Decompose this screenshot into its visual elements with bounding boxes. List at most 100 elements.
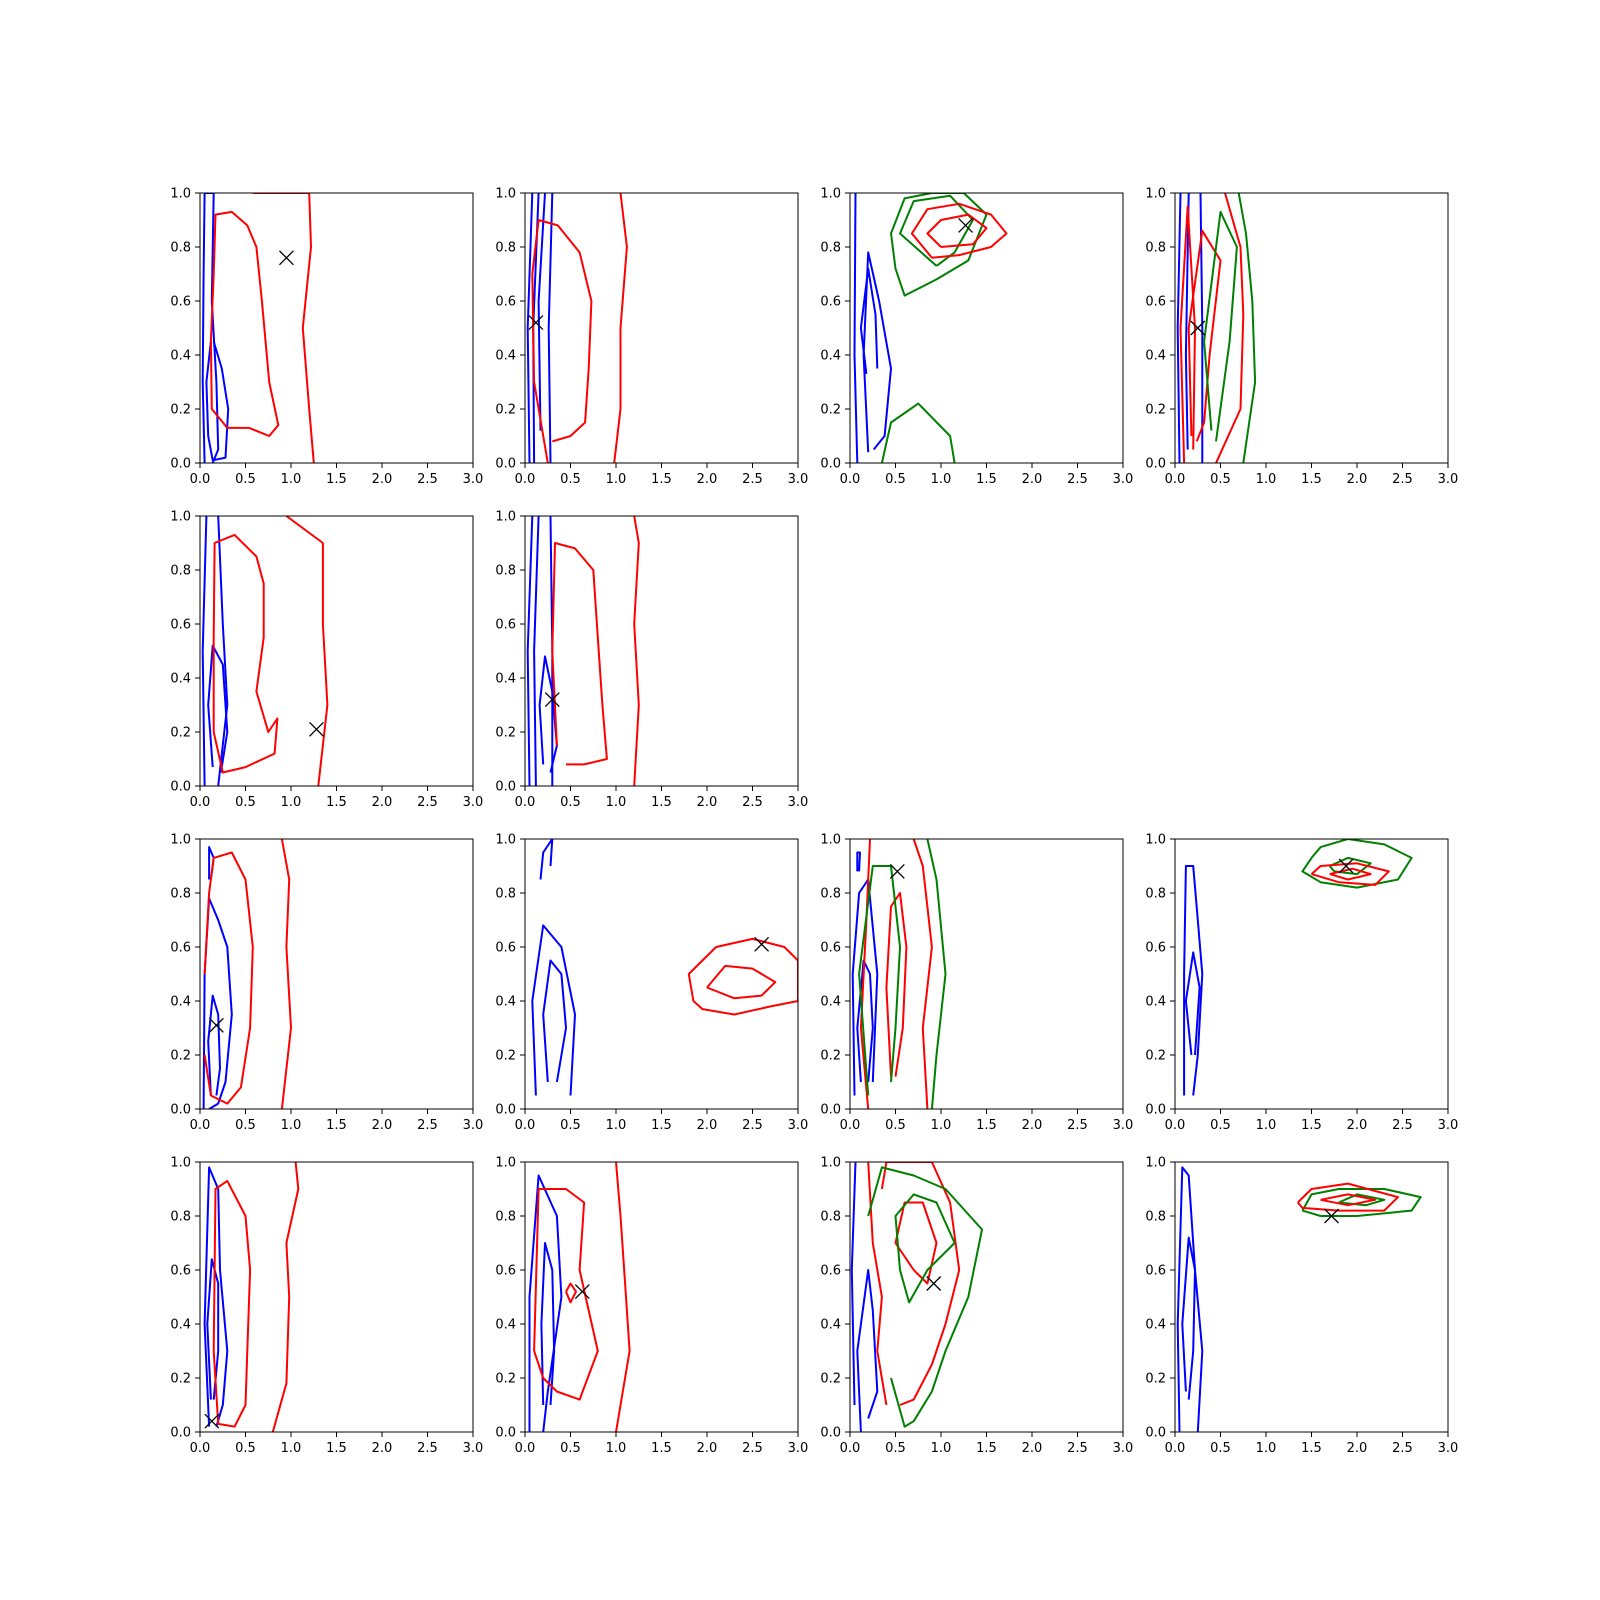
x-tick-label: 0.5: [885, 1118, 906, 1133]
red-contour-line: [533, 1188, 599, 1401]
y-tick-label: 0.6: [820, 295, 841, 310]
y-tick-label: 0.6: [170, 941, 191, 956]
axes-frame: [524, 515, 799, 787]
axes-frame: [199, 192, 474, 464]
blue-contour-line: [207, 644, 229, 773]
y-tick-label: 0.6: [820, 941, 841, 956]
x-tick-label: 2.5: [1392, 1118, 1413, 1133]
blue-contour-line: [528, 1174, 563, 1432]
x-tick-label: 2.5: [1067, 472, 1088, 487]
y-tick-label: 0.0: [170, 457, 191, 472]
blue-contour-line: [850, 1162, 857, 1406]
blue-contour-line: [856, 851, 861, 872]
x-tick-label: 0.0: [190, 1118, 211, 1133]
x-tick-label: 2.5: [742, 795, 763, 810]
y-tick-label: 0.0: [495, 1103, 516, 1118]
y-tick-label: 0.4: [170, 672, 191, 687]
y-tick-label: 0.8: [170, 241, 191, 256]
blue-contour-line: [206, 1258, 220, 1400]
x-tick-label: 0.0: [515, 795, 536, 810]
x-marker: [208, 1017, 224, 1033]
blue-contour-line: [851, 878, 879, 1096]
blue-contour-line: [1183, 865, 1204, 1096]
x-tick-label: 1.5: [1301, 1118, 1322, 1133]
blue-contour-line: [1181, 1236, 1196, 1400]
y-tick-label: 0.6: [495, 295, 516, 310]
x-marker-stroke: [958, 217, 974, 233]
blue-contour-line: [526, 193, 534, 463]
blue-contour-line: [207, 994, 221, 1096]
x-tick-label: 2.0: [1022, 1118, 1043, 1133]
x-tick-label: 0.5: [1210, 472, 1231, 487]
x-tick-label: 1.0: [1256, 472, 1277, 487]
y-tick-label: 0.0: [495, 457, 516, 472]
x-marker-stroke: [544, 692, 560, 708]
x-tick-label: 1.0: [931, 472, 952, 487]
x-marker: [958, 217, 974, 233]
x-marker: [544, 692, 560, 708]
x-tick-label: 1.5: [976, 1118, 997, 1133]
blue-contour-line: [526, 516, 534, 786]
y-tick-label: 0.0: [495, 780, 516, 795]
x-tick-label: 0.0: [190, 795, 211, 810]
x-tick-label: 1.0: [1256, 1441, 1277, 1456]
panel-r3-c3: 0.0 0.5 1.0 1.5 2.0 2.5 3.0 0.0 0.2 0.4 0.6 0.8 1.0: [820, 833, 1133, 1134]
axes-frame: [1174, 838, 1449, 1110]
red-contour-line: [613, 193, 628, 463]
x-tick-label: 3.0: [788, 472, 809, 487]
contour-group: [528, 1162, 631, 1432]
x-tick-label: 0.5: [235, 472, 256, 487]
y-tick-label: 0.8: [820, 241, 841, 256]
y-tick-label: 0.2: [1145, 1049, 1166, 1064]
blue-contour-line: [201, 516, 208, 786]
contour-group: [1176, 1166, 1422, 1432]
blue-contour-line: [1184, 193, 1190, 450]
y-tick-label: 0.4: [495, 995, 516, 1010]
x-tick-label: 1.0: [281, 1118, 302, 1133]
panel-r2-c1: 0.0 0.5 1.0 1.5 2.0 2.5 3.0 0.0 0.2 0.4 0.6 0.8 1.0: [170, 510, 483, 811]
red-contour-line: [910, 202, 1008, 259]
y-tick-label: 0.4: [495, 672, 516, 687]
x-tick-label: 2.0: [697, 1118, 718, 1133]
green-contour-line: [1301, 839, 1413, 889]
x-marker-stroke: [926, 1276, 942, 1291]
y-tick-label: 0.4: [170, 995, 191, 1010]
blue-contour-line: [201, 193, 220, 463]
contour-group: [526, 193, 628, 463]
x-tick-label: 2.5: [417, 472, 438, 487]
x-marker: [1324, 1208, 1339, 1224]
y-tick-label: 0.2: [170, 1049, 191, 1064]
y-tick-label: 0.2: [495, 1372, 516, 1387]
x-tick-label: 1.0: [606, 1118, 627, 1133]
x-marker-stroke: [574, 1284, 590, 1300]
y-tick-label: 0.2: [495, 726, 516, 741]
y-tick-label: 0.8: [1145, 241, 1166, 256]
x-marker: [278, 250, 294, 266]
x-marker: [309, 721, 324, 737]
x-tick-label: 0.5: [235, 795, 256, 810]
blue-contour-line: [1184, 951, 1201, 1056]
red-contour-line: [706, 964, 777, 1000]
panel-r3-c2: 0.0 0.5 1.0 1.5 2.0 2.5 3.0 0.0 0.2 0.4 0.6 0.8 1.0: [495, 833, 808, 1134]
x-tick-label: 2.5: [417, 795, 438, 810]
contour-group: [203, 1162, 300, 1432]
y-tick-label: 0.0: [820, 457, 841, 472]
x-tick-label: 0.5: [560, 1118, 581, 1133]
y-tick-label: 0.4: [1145, 995, 1166, 1010]
x-marker-stroke: [208, 1017, 224, 1033]
x-tick-label: 1.0: [606, 1441, 627, 1456]
y-tick-label: 0.8: [495, 1210, 516, 1225]
blue-contour-line: [856, 959, 874, 1083]
x-tick-label: 0.5: [885, 472, 906, 487]
green-contour-line: [880, 402, 956, 463]
x-tick-label: 1.5: [1301, 472, 1322, 487]
x-marker-stroke: [309, 721, 324, 737]
x-tick-label: 2.5: [1392, 472, 1413, 487]
red-contour-line: [912, 839, 933, 1109]
y-tick-label: 0.6: [820, 1264, 841, 1279]
blue-contour-line: [538, 655, 558, 773]
red-contour-line: [1310, 862, 1390, 886]
x-tick-label: 1.0: [281, 1441, 302, 1456]
x-tick-label: 2.5: [417, 1118, 438, 1133]
x-tick-label: 1.0: [606, 795, 627, 810]
